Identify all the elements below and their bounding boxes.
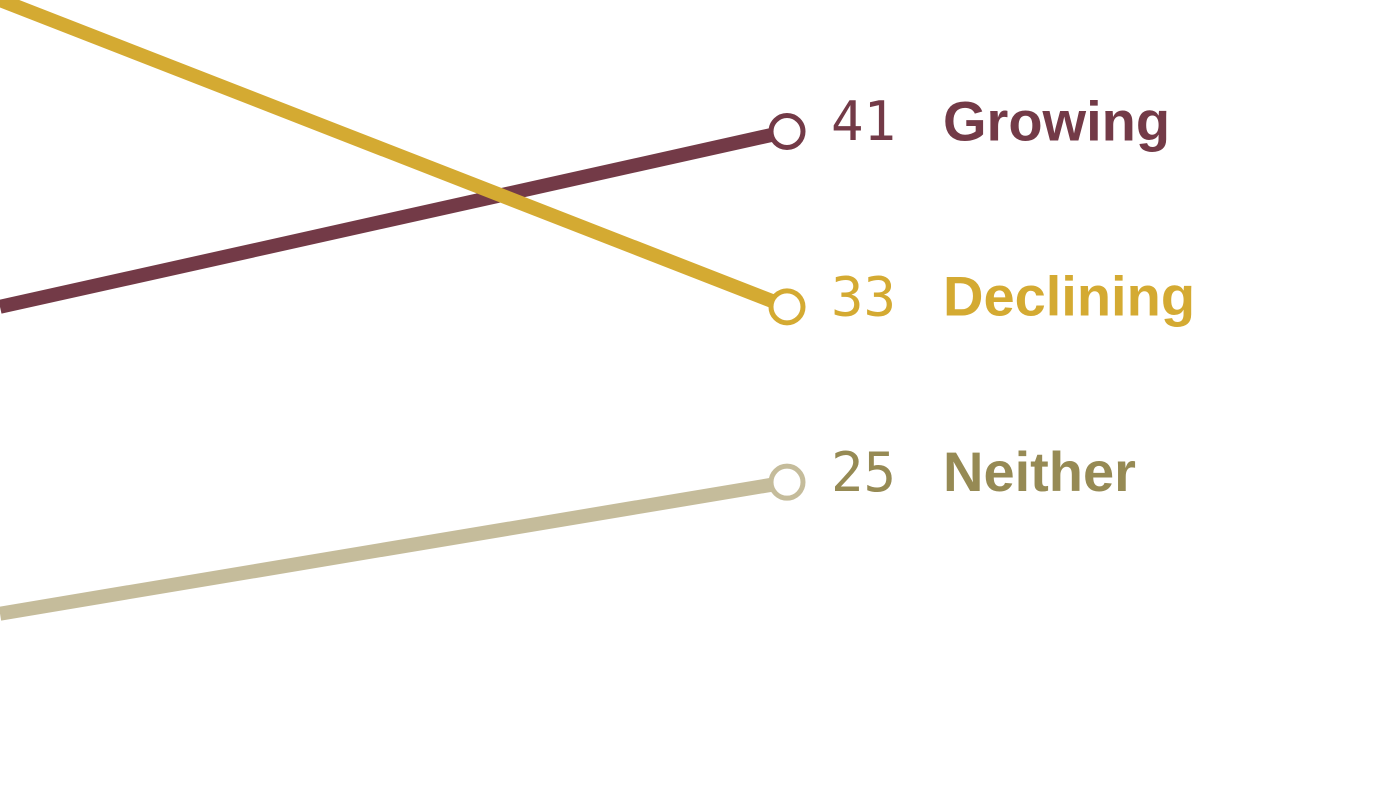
end-marker: [768, 113, 806, 150]
value-label: 25: [831, 441, 896, 504]
series-line: [0, 124, 789, 314]
value-label: 41: [831, 90, 896, 153]
legend-label: Declining: [943, 265, 1195, 328]
legend-label: Growing: [943, 89, 1170, 152]
end-marker: [768, 288, 806, 326]
end-marker: [768, 463, 806, 501]
value-label: 33: [831, 265, 896, 328]
series-line: [0, 0, 790, 314]
series-line: [0, 475, 789, 621]
legend-label: Neither: [943, 440, 1136, 503]
